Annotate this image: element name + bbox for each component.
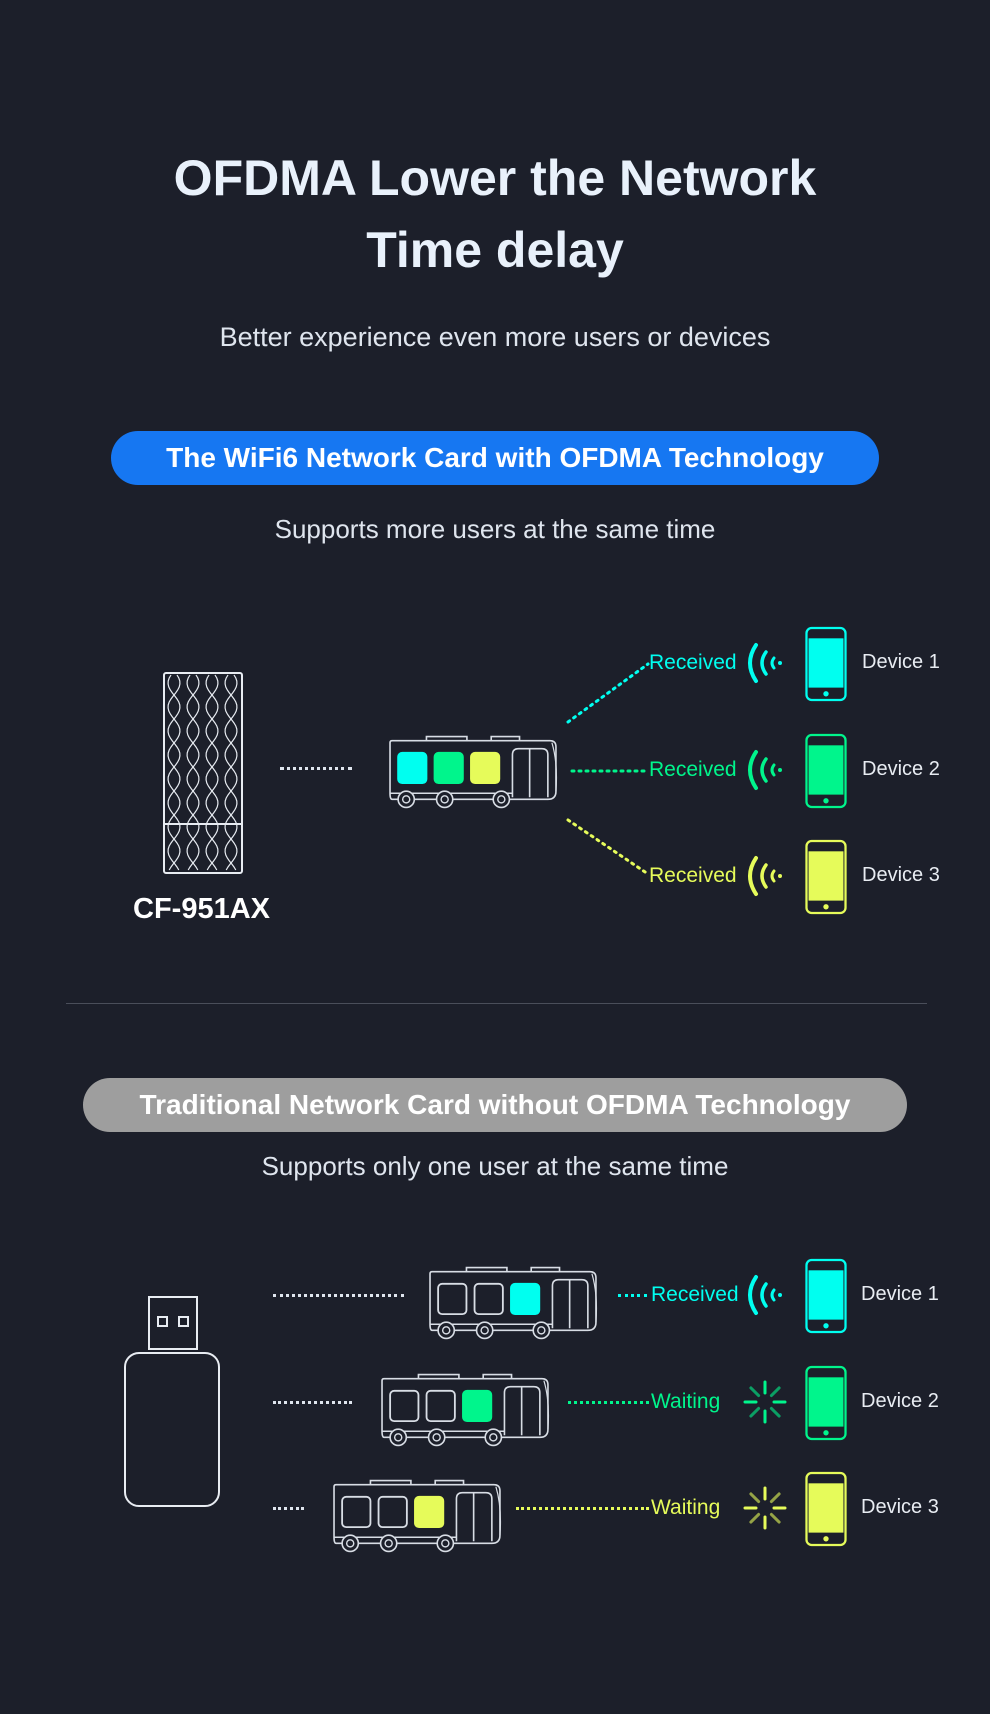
data-bus-device2: [381, 1373, 550, 1447]
data-bus-device3: [333, 1479, 502, 1553]
ofdma-link-lines: [566, 662, 650, 876]
bus-window: [389, 1389, 420, 1423]
bus-wheel: [437, 1321, 456, 1340]
bus-window: [414, 1495, 445, 1529]
phone-device3-icon: [805, 1471, 847, 1547]
bus-window: [377, 1495, 408, 1529]
data-bus-device1: [429, 1266, 598, 1340]
bus-wheel: [389, 1428, 408, 1447]
bus-window: [433, 751, 464, 785]
status-received-device1: Received: [651, 1283, 739, 1306]
bus-wheel: [436, 1534, 455, 1553]
link-dots-device1: [618, 1294, 647, 1297]
adapter-link-dots: [280, 767, 352, 770]
page-title-line2: Time delay: [366, 222, 624, 278]
section-divider: [66, 1003, 927, 1004]
device-label-3: Device 3: [861, 1496, 939, 1518]
spinner-ray: [769, 1492, 781, 1504]
spinner-ray: [749, 1492, 761, 1504]
device-label-3: Device 3: [862, 864, 940, 886]
link-dots-device2: [568, 1401, 649, 1404]
phone-device1-icon: [805, 1258, 847, 1334]
traditional-caption: Supports only one user at the same time: [261, 1151, 729, 1181]
adapter-link-dots: [273, 1294, 404, 1297]
status-received-device1: Received: [649, 651, 737, 674]
device-label-2: Device 2: [861, 1390, 939, 1412]
bus-wheel: [379, 1534, 398, 1553]
device-label-1: Device 1: [861, 1283, 939, 1305]
bus-wheel: [484, 1428, 503, 1447]
usb-adapter-image: [124, 1296, 220, 1507]
wifi-signal-icon: [748, 750, 782, 790]
status-received-device3: Received: [649, 864, 737, 887]
wifi-signal-icon: [748, 1275, 782, 1315]
bus-window: [470, 751, 501, 785]
bus-wheel: [532, 1321, 551, 1340]
phone-device3-icon: [805, 839, 847, 915]
bus-window: [510, 1282, 541, 1316]
adapter-link-dots: [273, 1507, 304, 1510]
spinner-ray: [769, 1512, 781, 1524]
status-received-device2: Received: [649, 758, 737, 781]
bus-window: [462, 1389, 493, 1423]
bus-wheel: [427, 1428, 446, 1447]
spinner-ray: [749, 1406, 761, 1418]
traditional-badge: Traditional Network Card without OFDMA T…: [83, 1078, 907, 1132]
spinner-ray: [769, 1386, 781, 1398]
page-subtitle: Better experience even more users or dev…: [219, 322, 771, 352]
device-label-2: Device 2: [862, 758, 940, 780]
phone-device2-icon: [805, 1365, 847, 1441]
wifi-signal-icon: [748, 643, 782, 683]
link-dots-device3: [516, 1507, 649, 1510]
data-bus-all-devices: [389, 735, 558, 809]
ofdma-badge: The WiFi6 Network Card with OFDMA Techno…: [111, 431, 879, 485]
wifi6-adapter-image: [163, 672, 243, 874]
bus-window: [437, 1282, 468, 1316]
bus-wheel: [435, 790, 454, 809]
loading-spinner-icon: [743, 1380, 787, 1424]
phone-device2-icon: [805, 733, 847, 809]
spinner-ray: [749, 1386, 761, 1398]
link-line-device1: [566, 662, 650, 724]
bus-window: [425, 1389, 456, 1423]
link-line-device3: [566, 818, 650, 876]
spinner-ray: [769, 1406, 781, 1418]
status-waiting-device3: Waiting: [651, 1496, 721, 1519]
bus-window: [397, 751, 428, 785]
bus-wheel: [475, 1321, 494, 1340]
device-label-1: Device 1: [862, 651, 940, 673]
bus-window: [473, 1282, 504, 1316]
spinner-ray: [749, 1512, 761, 1524]
phone-device1-icon: [805, 626, 847, 702]
bus-window: [341, 1495, 372, 1529]
bus-wheel: [492, 790, 511, 809]
adapter-link-dots: [273, 1401, 352, 1404]
wifi-signal-icon: [748, 856, 782, 896]
status-waiting-device2: Waiting: [651, 1390, 721, 1413]
product-label: CF-951AX: [133, 893, 270, 925]
bus-wheel: [341, 1534, 360, 1553]
loading-spinner-icon: [743, 1486, 787, 1530]
page-title-line1: OFDMA Lower the Network: [173, 150, 817, 206]
ofdma-caption: Supports more users at the same time: [274, 514, 716, 544]
bus-wheel: [397, 790, 416, 809]
